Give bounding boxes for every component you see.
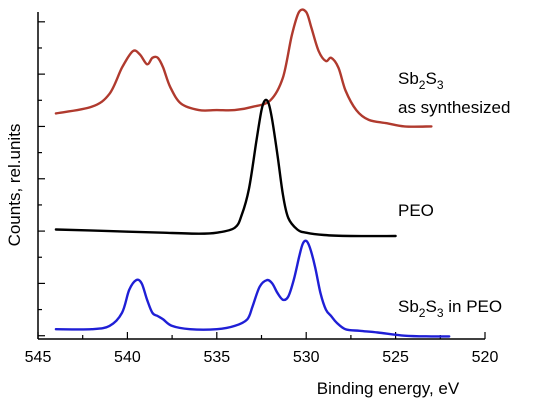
series-label-sb2s3-as-synthesized: Sb2S3 [398, 69, 444, 92]
series-line-2 [54, 239, 451, 338]
series-label-as-synthesized: as synthesized [398, 98, 510, 117]
x-tick-label: 525 [382, 349, 409, 366]
y-axis-title: Counts, rel.units [5, 124, 24, 247]
chart-axes: 545 540 535 530 525 520 [25, 12, 499, 366]
series-line-1 [54, 98, 397, 238]
x-tick-label: 540 [114, 349, 141, 366]
series-label-peo: PEO [398, 201, 434, 220]
x-tick-label: 530 [293, 349, 320, 366]
series-layer [54, 8, 451, 338]
series-label-sb2s3-in-peo: Sb2S3 in PEO [398, 297, 502, 320]
x-tick-label: 535 [203, 349, 230, 366]
series-line-0 [54, 8, 433, 128]
x-tick-label: 545 [25, 349, 52, 366]
x-tick-label: 520 [472, 349, 499, 366]
x-axis-title: Binding energy, eV [317, 379, 460, 398]
